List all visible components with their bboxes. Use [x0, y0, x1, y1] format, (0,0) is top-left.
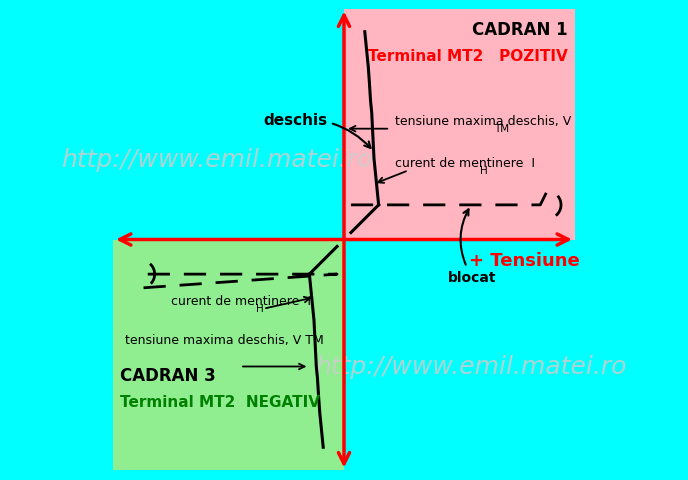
Text: curent de mentinere  I: curent de mentinere I [395, 156, 535, 169]
Text: curent de mentinere  I: curent de mentinere I [171, 295, 311, 308]
Text: tensiune maxima deschis, V: tensiune maxima deschis, V [395, 115, 571, 128]
Text: CADRAN 3: CADRAN 3 [120, 367, 216, 384]
Text: + Curent: + Curent [351, 0, 441, 3]
Text: H: H [256, 303, 264, 313]
Bar [113, 240, 344, 470]
Text: http://www.emil.matei.ro: http://www.emil.matei.ro [61, 147, 373, 171]
Text: CADRAN 1: CADRAN 1 [473, 21, 568, 39]
Text: TM: TM [494, 124, 509, 134]
Text: + Tensiune: + Tensiune [469, 252, 579, 269]
Bar [344, 10, 575, 240]
Text: Terminal MT2  NEGATIV: Terminal MT2 NEGATIV [120, 395, 320, 409]
Text: deschis: deschis [264, 113, 371, 149]
Text: tensiune maxima deschis, V TM: tensiune maxima deschis, V TM [125, 334, 323, 347]
Text: Terminal MT2   POZITIV: Terminal MT2 POZITIV [368, 49, 568, 64]
Text: http://www.emil.matei.ro: http://www.emil.matei.ro [315, 355, 627, 379]
Text: blocat: blocat [448, 210, 497, 285]
Text: H: H [480, 165, 488, 175]
